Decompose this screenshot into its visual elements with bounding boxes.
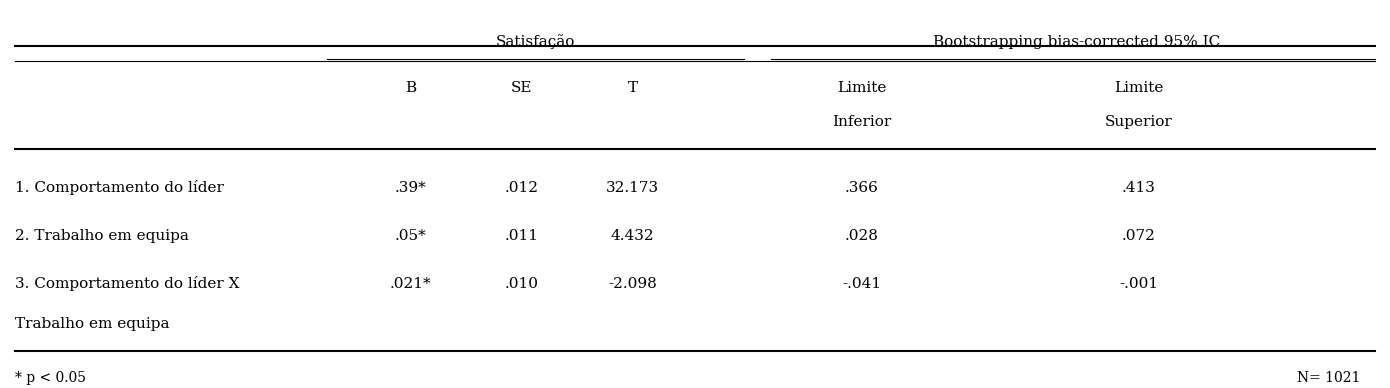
Text: .012: .012 bbox=[505, 181, 538, 195]
Text: Superior: Superior bbox=[1105, 115, 1173, 130]
Text: 32.173: 32.173 bbox=[606, 181, 659, 195]
Text: B: B bbox=[404, 81, 416, 95]
Text: Limite: Limite bbox=[837, 81, 887, 95]
Text: SE: SE bbox=[512, 81, 532, 95]
Text: .011: .011 bbox=[505, 229, 538, 243]
Text: Inferior: Inferior bbox=[831, 115, 891, 130]
Text: -.041: -.041 bbox=[842, 277, 881, 291]
Text: .366: .366 bbox=[845, 181, 878, 195]
Text: -2.098: -2.098 bbox=[609, 277, 657, 291]
Text: Limite: Limite bbox=[1115, 81, 1163, 95]
Text: Satisfação: Satisfação bbox=[496, 34, 575, 49]
Text: .028: .028 bbox=[845, 229, 878, 243]
Text: .39*: .39* bbox=[395, 181, 427, 195]
Text: 2. Trabalho em equipa: 2. Trabalho em equipa bbox=[15, 229, 189, 243]
Text: 3. Comportamento do líder X: 3. Comportamento do líder X bbox=[15, 276, 239, 291]
Text: .072: .072 bbox=[1122, 229, 1156, 243]
Text: * p < 0.05: * p < 0.05 bbox=[15, 371, 86, 385]
Text: -.001: -.001 bbox=[1119, 277, 1158, 291]
Text: .021*: .021* bbox=[389, 277, 431, 291]
Text: 4.432: 4.432 bbox=[610, 229, 655, 243]
Text: T: T bbox=[627, 81, 638, 95]
Text: Bootstrapping bias-corrected 95% IC: Bootstrapping bias-corrected 95% IC bbox=[933, 35, 1220, 49]
Text: .413: .413 bbox=[1122, 181, 1156, 195]
Text: .010: .010 bbox=[505, 277, 538, 291]
Text: N= 1021: N= 1021 bbox=[1297, 371, 1361, 385]
Text: 1. Comportamento do líder: 1. Comportamento do líder bbox=[15, 180, 224, 195]
Text: .05*: .05* bbox=[395, 229, 427, 243]
Text: Trabalho em equipa: Trabalho em equipa bbox=[15, 317, 170, 331]
